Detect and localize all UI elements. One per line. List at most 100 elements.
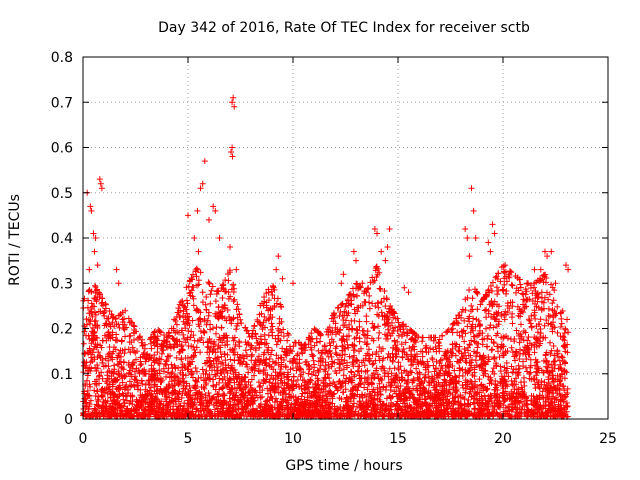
data-point <box>461 346 468 353</box>
data-point <box>493 284 500 291</box>
data-point <box>468 337 475 344</box>
data-point <box>465 397 472 404</box>
data-point <box>154 349 161 356</box>
data-point <box>118 353 125 360</box>
data-point <box>131 348 138 355</box>
data-point <box>175 381 182 388</box>
data-point <box>369 300 376 307</box>
data-point <box>561 337 568 344</box>
data-point <box>482 359 489 366</box>
data-point <box>219 384 226 391</box>
data-point <box>284 337 291 344</box>
data-point <box>429 373 436 380</box>
data-point <box>229 346 236 353</box>
data-point <box>345 310 352 317</box>
data-point <box>224 351 231 358</box>
data-point <box>334 387 341 394</box>
data-point <box>81 328 88 335</box>
data-point <box>506 268 513 275</box>
data-point <box>91 387 98 394</box>
data-point <box>203 293 210 300</box>
data-point <box>349 326 356 333</box>
data-point <box>193 265 200 272</box>
data-point <box>492 377 499 384</box>
data-point <box>250 327 257 334</box>
data-point <box>360 331 367 338</box>
data-point <box>395 332 402 339</box>
data-point <box>127 319 134 326</box>
data-point <box>348 368 355 375</box>
data-point <box>405 355 412 362</box>
data-point <box>456 332 463 339</box>
data-point <box>184 300 191 307</box>
data-point <box>219 294 226 301</box>
data-point <box>424 358 431 365</box>
data-point <box>163 357 170 364</box>
data-point <box>214 287 221 294</box>
data-point <box>554 303 561 310</box>
data-point <box>339 300 346 307</box>
data-point <box>328 353 335 360</box>
data-point <box>363 313 370 320</box>
data-point <box>273 341 280 348</box>
data-point <box>548 347 555 354</box>
data-point <box>413 387 420 394</box>
data-point <box>93 367 100 374</box>
data-point <box>380 295 387 302</box>
data-point <box>461 338 468 345</box>
data-point <box>255 379 262 386</box>
data-point <box>129 392 136 399</box>
data-point <box>92 406 99 413</box>
data-point <box>554 329 561 336</box>
data-point <box>469 306 476 313</box>
data-point <box>209 367 216 374</box>
data-point <box>346 374 353 381</box>
data-point <box>131 323 138 330</box>
data-point <box>206 280 213 287</box>
data-point <box>517 321 524 328</box>
data-point <box>435 339 442 346</box>
data-point <box>86 381 93 388</box>
data-point <box>514 303 521 310</box>
data-point <box>563 408 570 415</box>
data-point <box>342 303 349 310</box>
data-point <box>374 371 381 378</box>
data-point <box>395 359 402 366</box>
data-point <box>161 368 168 375</box>
data-point <box>278 354 285 361</box>
data-point <box>488 287 495 294</box>
data-point <box>185 328 192 335</box>
data-point <box>251 372 258 379</box>
data-point <box>510 382 517 389</box>
data-point <box>547 350 554 357</box>
data-point <box>504 300 511 307</box>
data-point <box>106 344 113 351</box>
data-point <box>546 313 553 320</box>
data-point <box>245 369 252 376</box>
data-point <box>227 356 234 363</box>
data-point <box>94 365 101 372</box>
data-point <box>172 317 179 324</box>
data-point <box>180 331 187 338</box>
data-point <box>527 356 534 363</box>
data-point <box>369 274 376 281</box>
data-point <box>196 315 203 322</box>
data-point <box>517 281 524 288</box>
data-point <box>346 353 353 360</box>
data-point <box>231 296 238 303</box>
data-point <box>180 318 187 325</box>
data-point <box>233 326 240 333</box>
data-point <box>265 332 272 339</box>
data-point <box>366 299 373 306</box>
data-point <box>532 315 539 322</box>
data-point <box>361 362 368 369</box>
data-point <box>128 382 135 389</box>
data-point <box>138 361 145 368</box>
data-point <box>366 305 373 312</box>
data-point <box>284 350 291 357</box>
data-point <box>80 340 87 347</box>
data-point <box>168 361 175 368</box>
data-point <box>202 301 209 308</box>
data-point <box>173 321 180 328</box>
data-point <box>402 339 409 346</box>
